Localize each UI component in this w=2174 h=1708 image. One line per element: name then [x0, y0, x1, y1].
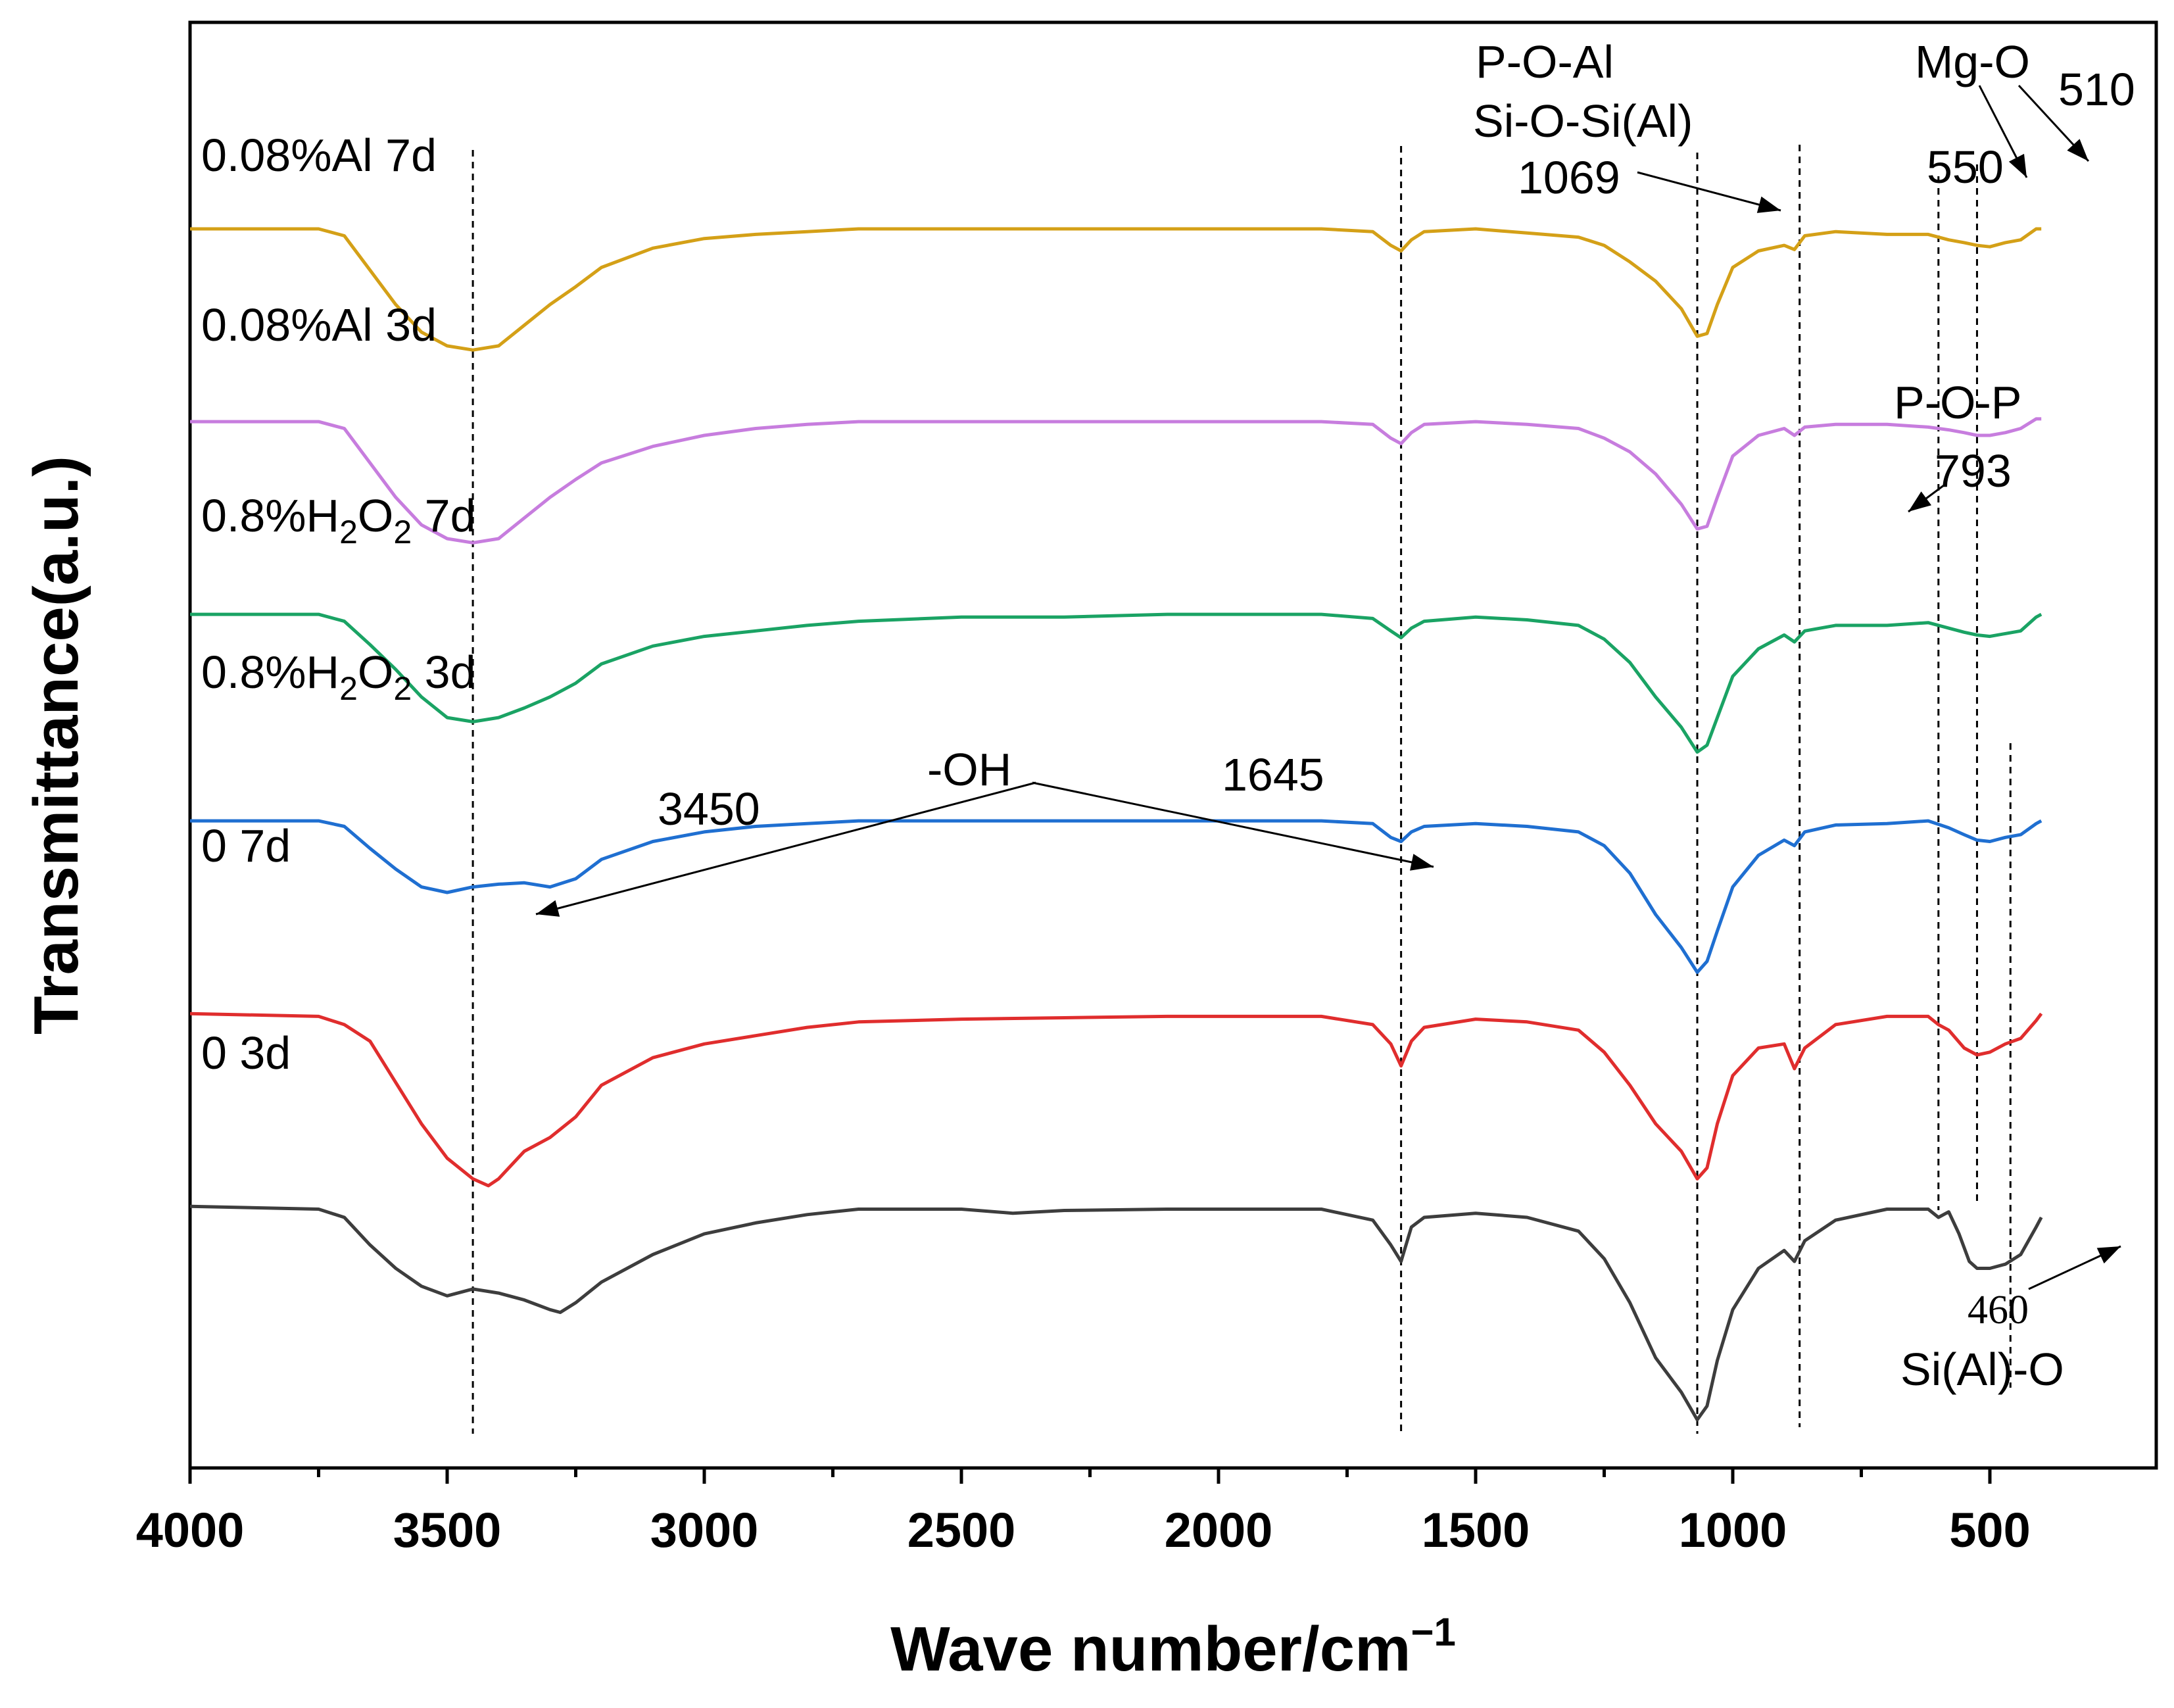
- series-label-0: 0.08%Al 7d: [201, 130, 437, 181]
- annotation-10: 1645: [1222, 749, 1324, 800]
- annotation-12: Si(Al)-O: [1900, 1344, 2064, 1395]
- annotation-4: 510: [2058, 64, 2135, 115]
- series-label-4: 0 7d: [201, 820, 291, 871]
- arrow-oh-1645: [1032, 781, 1434, 871]
- x-tick-label-3000: 3000: [650, 1503, 759, 1557]
- series-label-3: 0.8%H2O2 3d: [201, 647, 476, 707]
- annotation-7: 793: [1935, 445, 2012, 497]
- arrow-460: [2028, 1245, 2121, 1290]
- arrow-mgo-550: [1978, 85, 2028, 178]
- reference-lines: [471, 145, 2012, 1434]
- x-axis-title-main: Wave number/cm: [890, 1614, 1411, 1684]
- y-axis-title: Transmittance(a.u.): [21, 456, 91, 1035]
- series-labels: 0.08%Al 7d 0.08%Al 3d 0.8%H2O2 7d 0.8%H2O2 …: [201, 130, 476, 1079]
- arrow-mgo-510: [2017, 84, 2090, 162]
- series-line-1: [190, 417, 2042, 545]
- annotation-1: Si-O-Si(Al): [1473, 95, 1693, 147]
- x-axis-title: Wave number/cm−1: [890, 1610, 1456, 1684]
- x-tick-label-2000: 2000: [1165, 1503, 1273, 1557]
- annotation-2: 1069: [1518, 152, 1620, 203]
- series-label-5: 0 3d: [201, 1027, 291, 1079]
- series-line-3: [190, 819, 2042, 974]
- arrow-oh-3450: [535, 781, 1036, 917]
- annotation-3: Mg-O: [1915, 36, 2030, 87]
- annotations: P-O-Al Si-O-Si(Al)1069 Mg-O 510 550 P-O-P 793 -…: [658, 36, 2135, 1395]
- x-tick-label-1500: 1500: [1422, 1503, 1530, 1557]
- annotation-8: -OH: [927, 744, 1011, 795]
- annotation-11: 460: [1968, 1288, 2029, 1332]
- x-tick-label-3500: 3500: [393, 1503, 502, 1557]
- plot-frame: [188, 20, 2158, 1470]
- arrow-793: [1908, 482, 1947, 513]
- series-line-5: [189, 1204, 2043, 1422]
- annotation-5: 550: [1927, 141, 2004, 193]
- series-label-1: 0.08%Al 3d: [201, 299, 437, 351]
- x-tick-label-500: 500: [1949, 1503, 2030, 1557]
- series-group: [189, 227, 2043, 1422]
- x-axis: 4000 3500 3000 2500 2000 1500 1000 500: [136, 1468, 2031, 1557]
- x-tick-label-2500: 2500: [907, 1503, 1016, 1557]
- x-tick-label-1000: 1000: [1679, 1503, 1787, 1557]
- annotation-arrows: [535, 84, 2121, 1290]
- arrow-1069: [1637, 171, 1781, 213]
- annotation-9: 3450: [658, 783, 760, 835]
- series-line-4: [189, 1012, 2043, 1188]
- series-label-2: 0.8%H2O2 7d: [201, 490, 476, 550]
- x-axis-title-sup: −1: [1411, 1610, 1455, 1654]
- x-tick-label-4000: 4000: [136, 1503, 245, 1557]
- annotation-6: P-O-P: [1894, 377, 2021, 428]
- series-line-2: [190, 612, 2042, 754]
- series-line-0: [190, 227, 2042, 352]
- annotation-0: P-O-Al: [1476, 36, 1614, 87]
